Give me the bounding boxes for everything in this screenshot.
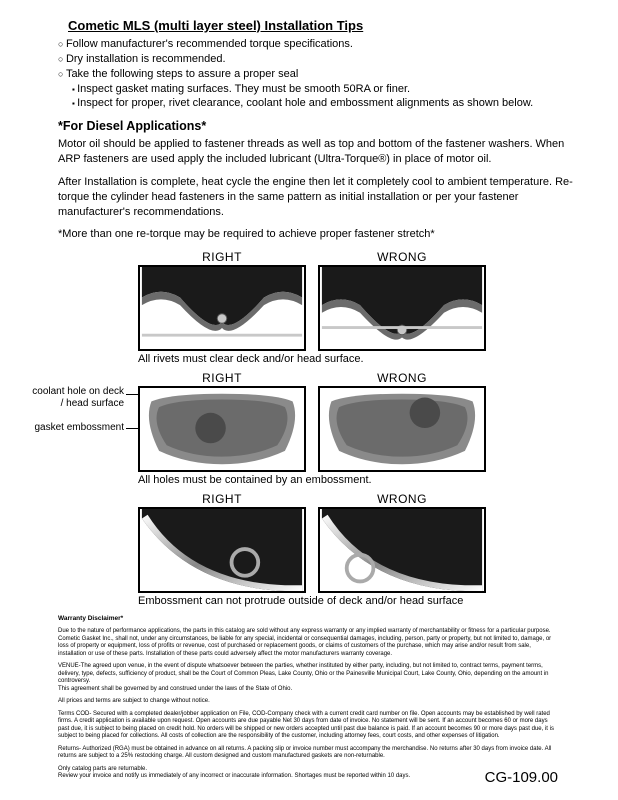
diagram-protrude-wrong xyxy=(318,507,486,593)
paragraph: After Installation is complete, heat cyc… xyxy=(58,175,580,220)
diagram-rivet-wrong xyxy=(318,265,486,351)
caption-protrude: Embossment can not protrude outside of d… xyxy=(138,595,486,607)
callout-emboss: gasket embossment xyxy=(28,422,124,434)
page-title: Cometic MLS (multi layer steel) Installa… xyxy=(68,18,590,33)
diagram-row-holes: RIGHT WRONG xyxy=(138,371,590,472)
bullet-subitem: Inspect for proper, rivet clearance, coo… xyxy=(72,96,590,111)
document-number: CG-109.00 xyxy=(485,769,558,786)
diagram-row-rivets: RIGHT WRONG xyxy=(138,250,590,351)
bullet-item: Take the following steps to assure a pro… xyxy=(58,67,590,82)
warranty-block: Warranty Disclaimer* Due to the nature o… xyxy=(58,615,560,781)
fine-print: VENUE-The agreed upon venue, in the even… xyxy=(58,663,560,693)
diagram-protrude-right xyxy=(138,507,306,593)
bullet-subitem: Inspect gasket mating surfaces. They mus… xyxy=(72,82,590,97)
panel-right: RIGHT xyxy=(138,492,306,593)
bullet-list: Follow manufacturer's recommended torque… xyxy=(58,37,590,111)
diagram-rivet-right xyxy=(138,265,306,351)
caption-rivets: All rivets must clear deck and/or head s… xyxy=(138,353,486,365)
label-right: RIGHT xyxy=(138,492,306,506)
paragraph: *More than one re-torque may be required… xyxy=(58,227,580,242)
diagram-hole-right xyxy=(138,386,306,472)
paragraph: Motor oil should be applied to fastener … xyxy=(58,137,580,167)
label-right: RIGHT xyxy=(138,371,306,385)
fine-print: Due to the nature of performance applica… xyxy=(58,628,560,658)
panel-right: RIGHT xyxy=(138,250,306,351)
panel-right: RIGHT xyxy=(138,371,306,472)
bullet-item: Follow manufacturer's recommended torque… xyxy=(58,37,590,52)
diagram-row-protrude: RIGHT WRONG xyxy=(138,492,590,593)
fine-print: Returns- Authorized (RGA) must be obtain… xyxy=(58,746,560,761)
diagram-hole-wrong xyxy=(318,386,486,472)
warranty-heading: Warranty Disclaimer* xyxy=(58,615,560,623)
panel-wrong: WRONG xyxy=(318,492,486,593)
panel-wrong: WRONG xyxy=(318,250,486,351)
caption-holes: All holes must be contained by an emboss… xyxy=(138,474,486,486)
label-wrong: WRONG xyxy=(318,250,486,264)
panel-wrong: WRONG xyxy=(318,371,486,472)
bullet-item: Dry installation is recommended. xyxy=(58,52,590,67)
label-right: RIGHT xyxy=(138,250,306,264)
diesel-subheading: *For Diesel Applications* xyxy=(58,119,590,133)
callout-coolant: coolant hole on deck / head surface xyxy=(28,386,124,410)
fine-print: Terms COD- Secured with a completed deal… xyxy=(58,711,560,741)
label-wrong: WRONG xyxy=(318,371,486,385)
fine-print: All prices and terms are subject to chan… xyxy=(58,698,560,706)
label-wrong: WRONG xyxy=(318,492,486,506)
